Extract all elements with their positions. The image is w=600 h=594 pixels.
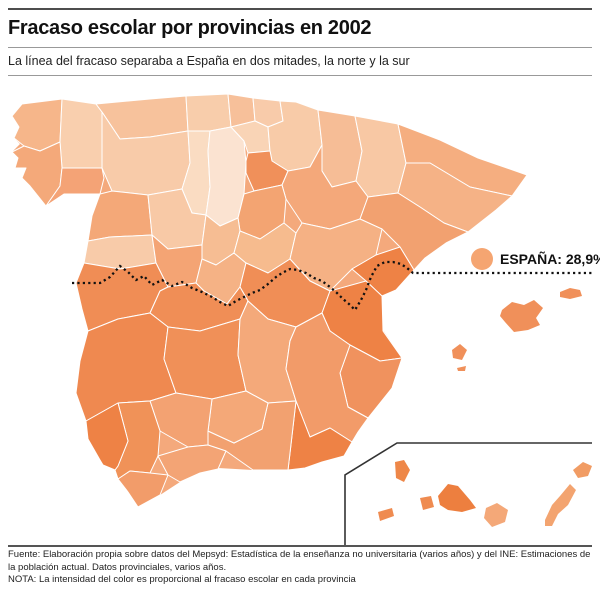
island-el-hierro — [378, 508, 394, 521]
page-subtitle: La línea del fracaso separaba a España e… — [8, 54, 410, 68]
province-salamanca — [83, 234, 157, 270]
province-cantabria — [185, 93, 232, 132]
province-zamora — [87, 190, 153, 242]
canary-islands-inset — [344, 442, 592, 545]
source-text: Fuente: Elaboración propia sobre datos d… — [8, 549, 591, 573]
province-cadiz — [117, 470, 169, 508]
province-murcia — [285, 312, 369, 443]
footer: Fuente: Elaboración propia sobre datos d… — [8, 549, 592, 587]
province-cordoba — [149, 392, 213, 448]
island-ibiza — [452, 344, 467, 360]
island-formentera — [457, 366, 466, 371]
island-tenerife — [438, 484, 476, 512]
note-text: NOTA: La intensidad del color es proporc… — [8, 574, 356, 586]
island-la-palma — [395, 460, 410, 482]
island-gran-canaria — [484, 503, 508, 527]
province-ciudad-real — [163, 318, 247, 400]
national-average-dot — [471, 248, 493, 270]
island-fuerteventura — [545, 484, 576, 526]
province-pontevedra — [11, 141, 63, 207]
failure-divider-line — [72, 260, 592, 312]
national-average-label: ESPAÑA: 28,9% — [500, 250, 600, 267]
province-huelva — [85, 402, 129, 471]
province-lugo — [59, 98, 103, 169]
top-rule — [8, 8, 592, 10]
balearic-islands — [452, 288, 582, 371]
footer-rule — [8, 545, 592, 547]
island-la-gomera — [420, 496, 434, 510]
inset-border — [344, 442, 592, 545]
page-title: Fracaso escolar por provincias en 2002 — [8, 17, 372, 39]
island-menorca — [560, 288, 582, 299]
subtitle-rule — [8, 75, 592, 76]
province-malaga — [157, 444, 227, 483]
title-rule — [8, 47, 592, 48]
island-mallorca — [500, 300, 543, 332]
island-lanzarote — [573, 462, 592, 478]
